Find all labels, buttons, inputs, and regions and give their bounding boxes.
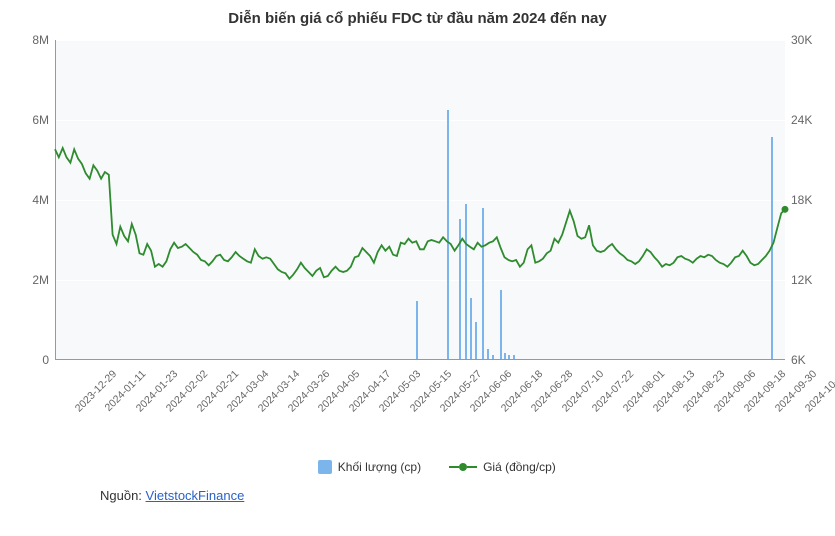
y-axis-right: 6K12K18K24K30K bbox=[785, 40, 830, 360]
chart-container: Diễn biến giá cổ phiếu FDC từ đầu năm 20… bbox=[0, 0, 835, 536]
y-right-tick: 18K bbox=[791, 193, 812, 207]
price-line bbox=[55, 40, 785, 360]
y-left-tick: 2M bbox=[32, 273, 49, 287]
price-path bbox=[55, 148, 785, 279]
legend-item[interactable]: Giá (đồng/cp) bbox=[449, 460, 556, 474]
legend-swatch-bar bbox=[318, 460, 332, 474]
legend-item[interactable]: Khối lượng (cp) bbox=[318, 460, 421, 474]
chart-title: Diễn biến giá cổ phiếu FDC từ đầu năm 20… bbox=[15, 10, 820, 27]
source-prefix: Nguồn: bbox=[100, 488, 146, 503]
y-left-tick: 4M bbox=[32, 193, 49, 207]
y-right-tick: 24K bbox=[791, 113, 812, 127]
y-left-tick: 6M bbox=[32, 113, 49, 127]
source-attribution: Nguồn: VietstockFinance bbox=[100, 488, 244, 503]
gridline bbox=[56, 360, 785, 361]
source-link[interactable]: VietstockFinance bbox=[146, 488, 245, 503]
y-axis-left: 02M4M6M8M bbox=[0, 40, 55, 360]
y-left-tick: 0 bbox=[42, 353, 49, 367]
y-left-tick: 8M bbox=[32, 33, 49, 47]
y-right-tick: 6K bbox=[791, 353, 806, 367]
legend: Khối lượng (cp) Giá (đồng/cp) bbox=[318, 460, 556, 474]
legend-label: Khối lượng (cp) bbox=[338, 460, 421, 474]
legend-label: Giá (đồng/cp) bbox=[483, 460, 556, 474]
legend-swatch-line bbox=[449, 463, 477, 471]
y-right-tick: 30K bbox=[791, 33, 812, 47]
y-right-tick: 12K bbox=[791, 273, 812, 287]
